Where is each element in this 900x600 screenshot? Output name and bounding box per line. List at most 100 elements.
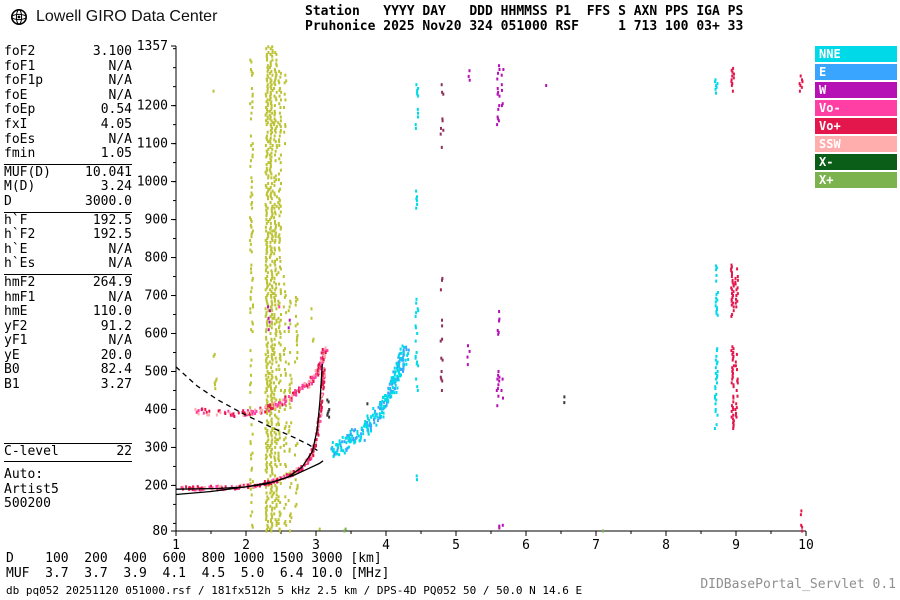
param-name: foEs xyxy=(4,131,36,147)
param-value: 10.041 xyxy=(85,164,132,180)
param-yF1: yF1 N/A xyxy=(4,334,132,349)
param-name: yF1 xyxy=(4,333,28,349)
param-hF2: h`F2 192.5 xyxy=(4,228,132,243)
param-value: N/A xyxy=(108,58,132,74)
param-B1: B1 3.27 xyxy=(4,377,132,393)
param-value: N/A xyxy=(108,73,132,89)
muf-row-D: D 100 200 400 600 800 1000 1500 3000 [km… xyxy=(6,551,382,566)
giro-logo-icon xyxy=(11,9,27,25)
station-header: Station YYYY DAY DDD HHMMSS P1 FFS S AXN… xyxy=(305,4,743,34)
param-yF2: yF2 91.2 xyxy=(4,318,132,335)
param-name: foF1p xyxy=(4,73,44,89)
param-name: yF2 xyxy=(4,318,28,334)
param-name: h`E xyxy=(4,241,28,257)
param-hE: h`E N/A xyxy=(4,241,132,258)
param-group-5: Auto: Artist5 500200 xyxy=(4,462,132,514)
param-hmF1: hmF1 N/A xyxy=(4,289,132,306)
param-group-4: C-level 22 xyxy=(4,442,132,463)
param-value: 3.24 xyxy=(100,179,132,195)
param-name: B0 xyxy=(4,362,20,378)
param-B0: B0 82.4 xyxy=(4,363,132,378)
param-fmin: fmin 1.05 xyxy=(4,147,132,162)
y-tick-label: 1357 xyxy=(137,39,168,54)
y-tick-label: 700 xyxy=(145,289,168,304)
y-tick-label: 80 xyxy=(152,524,168,539)
param-foE: foE N/A xyxy=(4,87,132,104)
param-group-2: h`F 192.5 h`F2 192.5 h`E N/A h`Es N/A xyxy=(4,211,132,274)
y-tick-label: 1000 xyxy=(137,175,168,190)
param-Clevel: C-level 22 xyxy=(4,443,132,460)
param-name: foF2 xyxy=(4,44,36,59)
param-name: 500200 xyxy=(4,496,51,512)
param-value: N/A xyxy=(108,131,132,147)
param-name: B1 xyxy=(4,377,20,393)
param-foEp: foEp 0.54 xyxy=(4,103,132,118)
param-group-3: hmF2 264.9 hmF1 N/A hmE 110.0 yF2 91.2 yF1 N/A yE 2… xyxy=(4,273,132,395)
param-MUFD: MUF(D) 10.041 xyxy=(4,164,132,181)
legend-item-E: E xyxy=(815,64,897,80)
param-fxI: fxI 4.05 xyxy=(4,116,132,133)
param-name: h`F xyxy=(4,212,28,228)
y-tick-label: 400 xyxy=(145,402,168,417)
param-value: 3000.0 xyxy=(85,193,132,209)
legend-item-Vo+: Vo+ xyxy=(815,118,897,134)
axes xyxy=(171,45,807,536)
param-value: 1.05 xyxy=(100,146,132,162)
param-value: N/A xyxy=(108,256,132,272)
param-500200: 500200 xyxy=(4,497,132,512)
x-tick-label: 9 xyxy=(732,538,740,553)
param-value: 91.2 xyxy=(100,318,132,334)
x-tick-label: 4 xyxy=(382,538,390,553)
param-name: yE xyxy=(4,347,20,363)
y-tick-label: 1100 xyxy=(137,137,168,152)
param-value: 3.27 xyxy=(100,377,132,393)
param-name: M(D) xyxy=(4,179,36,195)
param-name: Auto: xyxy=(4,467,44,483)
legend: NNE E W Vo- Vo+ SSW X- X+ xyxy=(815,46,897,190)
parameter-panel: foF2 3.100 foF1 N/A foF1p N/A foE N/A foEp 0.54 fx… xyxy=(4,44,132,514)
param-value: 4.05 xyxy=(100,116,132,132)
param-foF2: foF2 3.100 xyxy=(4,44,132,60)
param-name: C-level xyxy=(4,443,59,459)
param-group-1: MUF(D) 10.041 M(D) 3.24 D 3000.0 xyxy=(4,163,132,212)
param-value: N/A xyxy=(108,87,132,103)
param-name: foF1 xyxy=(4,58,36,74)
brand-title: Lowell GIRO Data Center xyxy=(36,8,218,25)
param-value: N/A xyxy=(108,289,132,305)
x-tick-label: 6 xyxy=(522,538,530,553)
param-value: 192.5 xyxy=(92,227,132,243)
legend-item-X+: X+ xyxy=(815,172,897,188)
muf-table: D 100 200 400 600 800 1000 1500 3000 [km… xyxy=(6,551,390,581)
param-D: D 3000.0 xyxy=(4,193,132,210)
param-MD: M(D) 3.24 xyxy=(4,180,132,195)
y-tick-label: 600 xyxy=(145,327,168,342)
param-value: N/A xyxy=(108,241,132,257)
param-yE: yE 20.0 xyxy=(4,347,132,364)
line-true-height-profile xyxy=(175,460,324,496)
y-tick-label: 500 xyxy=(145,364,168,379)
status-line: db pq052 20251120 051000.rsf / 181fx512h… xyxy=(6,584,583,597)
legend-item-W: W xyxy=(815,82,897,98)
x-tick-label: 3 xyxy=(312,538,320,553)
x-tick-label: 2 xyxy=(242,538,250,553)
param-name: foEp xyxy=(4,102,36,118)
param-Artist5: Artist5 xyxy=(4,482,132,498)
param-group-0: foF2 3.100 foF1 N/A foF1p N/A foE N/A foEp 0.54 fx… xyxy=(4,44,132,164)
y-tick-label: 300 xyxy=(145,440,168,455)
param-name: fmin xyxy=(4,146,36,162)
x-tick-label: 7 xyxy=(592,538,600,553)
param-foF1p: foF1p N/A xyxy=(4,74,132,89)
param-value: 264.9 xyxy=(92,274,132,290)
y-tick-label: 800 xyxy=(145,251,168,266)
param-hmF2: hmF2 264.9 xyxy=(4,274,132,291)
brand: Lowell GIRO Data Center xyxy=(8,6,217,28)
y-tick-label: 900 xyxy=(145,213,168,228)
param-name: foE xyxy=(4,87,28,103)
line-artist-trace xyxy=(175,363,323,490)
param-value: 20.0 xyxy=(100,347,132,363)
legend-item-NNE: NNE xyxy=(815,46,897,62)
param-name: hmF2 xyxy=(4,274,36,290)
param-name: hmF1 xyxy=(4,289,36,305)
param-name: h`Es xyxy=(4,256,36,272)
